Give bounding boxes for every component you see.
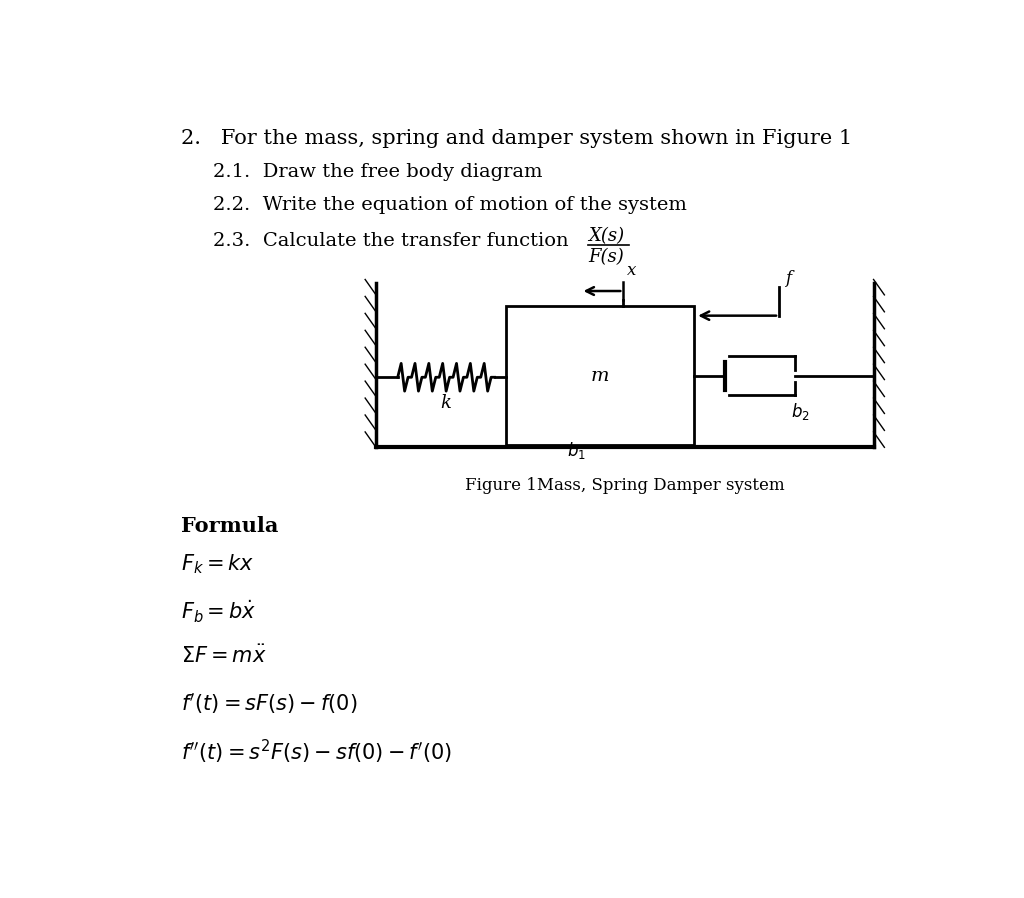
Text: f: f [785,270,792,287]
Text: F(s): F(s) [589,248,624,266]
Text: m: m [591,366,609,384]
Text: $f''(t) = s^2F(s) - sf(0) - f'(0)$: $f''(t) = s^2F(s) - sf(0) - f'(0)$ [180,737,452,766]
Text: Figure 1Mass, Spring Damper system: Figure 1Mass, Spring Damper system [465,478,784,495]
Text: $\Sigma F = m\ddot{x}$: $\Sigma F = m\ddot{x}$ [180,646,266,667]
Text: $f'(t) = sF(s) - f(0)$: $f'(t) = sF(s) - f(0)$ [180,691,357,717]
Text: $b_1$: $b_1$ [567,440,586,462]
Text: 2.3.  Calculate the transfer function: 2.3. Calculate the transfer function [213,233,569,251]
Text: $F_k = kx$: $F_k = kx$ [180,553,254,577]
Text: $b_2$: $b_2$ [791,401,809,422]
Text: x: x [627,261,637,278]
Text: 2.2.  Write the equation of motion of the system: 2.2. Write the equation of motion of the… [213,197,687,215]
Text: 2.   For the mass, spring and damper system shown in Figure 1: 2. For the mass, spring and damper syste… [180,129,852,148]
Text: 2.1.  Draw the free body diagram: 2.1. Draw the free body diagram [213,163,543,181]
Text: Formula: Formula [180,515,279,536]
Text: $F_b = b\dot{x}$: $F_b = b\dot{x}$ [180,599,256,625]
Text: k: k [440,394,452,412]
Bar [506,306,693,445]
Text: X(s): X(s) [589,227,625,245]
